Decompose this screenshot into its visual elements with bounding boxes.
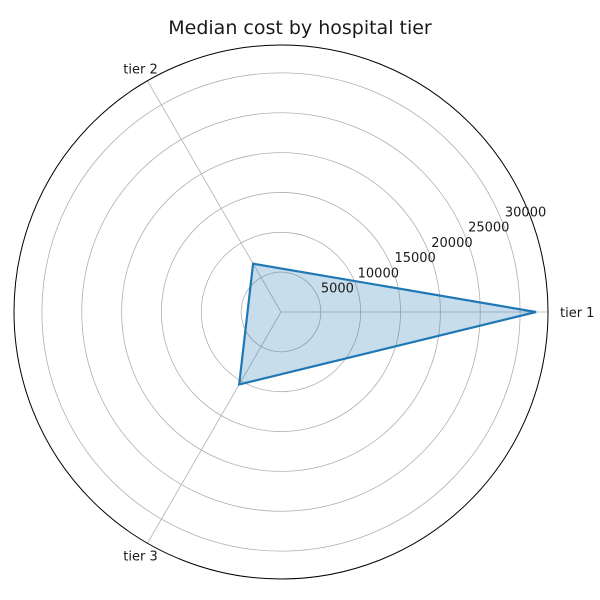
series-line (237, 262, 537, 386)
category-label: tier 1 (560, 306, 594, 321)
radial-tick-label: 15000 (394, 251, 435, 266)
grid-layer (13, 44, 549, 580)
series-fill (239, 263, 537, 385)
radial-tick-label: 25000 (468, 221, 509, 236)
polar-frame (13, 44, 549, 580)
grid-spoke (147, 80, 282, 313)
grid-spoke (147, 311, 282, 544)
chart-title: Median cost by hospital tier (168, 17, 432, 39)
data-layer (237, 262, 537, 386)
radial-tick-label: 10000 (358, 266, 399, 281)
radial-tick-label: 30000 (505, 205, 546, 220)
radial-tick-label: 5000 (321, 282, 354, 297)
radial-tick-label: 20000 (431, 236, 472, 251)
category-label: tier 3 (123, 549, 157, 564)
category-label: tier 2 (123, 63, 157, 78)
